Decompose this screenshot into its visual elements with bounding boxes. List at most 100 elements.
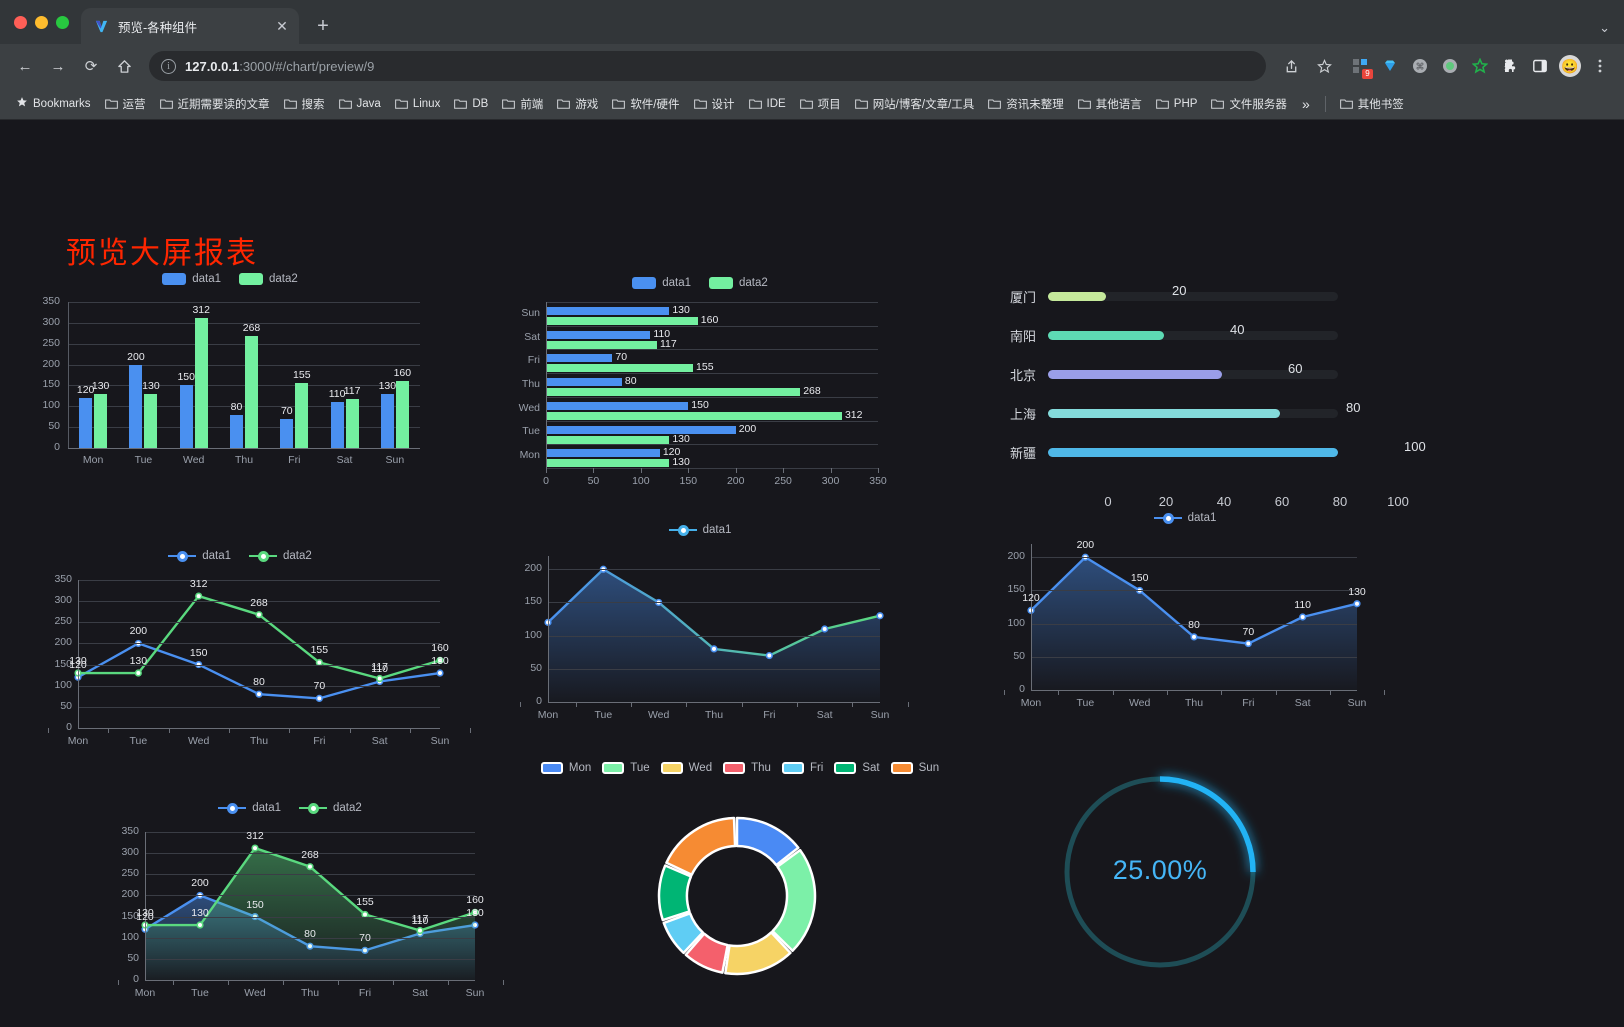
- bar-data2-Mon[interactable]: [94, 393, 108, 448]
- bar-data1-Fri[interactable]: [280, 418, 294, 448]
- legend[interactable]: data1 data2: [30, 544, 450, 568]
- pie-slice-Sun[interactable]: [665, 816, 737, 876]
- bookmark-folder[interactable]: 文件服务器: [1205, 93, 1293, 115]
- bookmark-folder[interactable]: 网站/博客/文章/工具: [849, 93, 981, 115]
- bar-data1-Mon[interactable]: [546, 449, 660, 458]
- bar-data1-Fri[interactable]: [546, 354, 613, 363]
- bar-data1-Tue[interactable]: [129, 364, 143, 448]
- data-point[interactable]: [315, 694, 323, 702]
- bookmark-folder[interactable]: Linux: [389, 95, 447, 113]
- share-icon[interactable]: [1276, 51, 1306, 81]
- data-point[interactable]: [1190, 633, 1198, 641]
- bar-data1-Sat[interactable]: [546, 330, 651, 339]
- minimize-window-button[interactable]: [35, 15, 48, 29]
- data-point[interactable]: [821, 625, 829, 633]
- legend-item-data1[interactable]: data1: [218, 802, 281, 814]
- bar-data2-Tue[interactable]: [144, 393, 158, 448]
- pie-slice-Tue[interactable]: [771, 848, 817, 953]
- legend-item-Thu[interactable]: Thu: [723, 762, 771, 774]
- bar-data1-Wed[interactable]: [546, 401, 689, 410]
- chrome-menu-icon[interactable]: [1586, 52, 1614, 80]
- pie-slice-Sat[interactable]: [657, 864, 693, 922]
- bar-data2-Tue[interactable]: [546, 435, 670, 444]
- bookmark-folder[interactable]: 项目: [794, 93, 847, 115]
- site-info-icon[interactable]: i: [161, 58, 176, 74]
- profile-avatar[interactable]: 😀: [1556, 52, 1584, 80]
- progress-row-南阳[interactable]: 南阳: [990, 326, 1338, 345]
- bookmark-folder[interactable]: PHP: [1150, 95, 1204, 113]
- data-point[interactable]: [134, 669, 142, 677]
- close-window-button[interactable]: [14, 15, 27, 29]
- legend-item-Sat[interactable]: Sat: [834, 762, 880, 774]
- legend-item-Sun[interactable]: Sun: [890, 762, 939, 774]
- legend[interactable]: data1: [500, 518, 900, 542]
- legend-item-Mon[interactable]: Mon: [540, 762, 591, 774]
- extensions-grid-icon[interactable]: 9: [1346, 52, 1374, 80]
- bar-data2-Fri[interactable]: [295, 383, 309, 448]
- bookmark-folder[interactable]: IDE: [743, 95, 792, 113]
- legend-item-Tue[interactable]: Tue: [602, 762, 650, 774]
- bookmark-folder[interactable]: 其他语言: [1072, 93, 1148, 115]
- tab-list-chevron-icon[interactable]: ⌄: [1599, 20, 1610, 35]
- pie-slice-Fri[interactable]: [662, 912, 705, 955]
- bar-data1-Sun[interactable]: [546, 307, 670, 315]
- legend-item-data1[interactable]: data1: [162, 273, 221, 285]
- bar-data1-Wed[interactable]: [179, 385, 193, 448]
- legend-item-data2[interactable]: data2: [239, 273, 298, 285]
- bar-data2-Sun[interactable]: [395, 381, 409, 448]
- bookmark-folder[interactable]: DB: [448, 95, 494, 113]
- bar-data1-Sun[interactable]: [380, 393, 394, 448]
- bar-data2-Wed[interactable]: [194, 317, 208, 448]
- bookmark-folder[interactable]: 运营: [99, 93, 152, 115]
- bar-data1-Thu[interactable]: [230, 414, 243, 448]
- data-point[interactable]: [1353, 600, 1361, 608]
- data-point[interactable]: [471, 908, 479, 916]
- bookmark-manager-entry[interactable]: Bookmarks: [10, 93, 97, 114]
- legend-item-Wed[interactable]: Wed: [660, 762, 712, 774]
- bar-data2-Sat[interactable]: [345, 399, 359, 448]
- puzzle-icon[interactable]: [1496, 52, 1524, 80]
- legend-item-data1[interactable]: data1: [632, 277, 691, 289]
- home-icon[interactable]: [109, 51, 139, 81]
- legend-item-data2[interactable]: data2: [299, 802, 362, 814]
- bar-data2-Sun[interactable]: [546, 317, 698, 325]
- side-panel-icon[interactable]: [1526, 52, 1554, 80]
- bookmark-folder[interactable]: Java: [333, 95, 387, 113]
- bookmark-folder[interactable]: 前端: [496, 93, 549, 115]
- green-circle-icon[interactable]: [1436, 52, 1464, 80]
- pie-slice-Thu[interactable]: [684, 932, 729, 974]
- legend-item-data1[interactable]: data1: [668, 524, 731, 536]
- bar-data1-Mon[interactable]: [79, 397, 93, 448]
- forward-icon[interactable]: →: [50, 57, 66, 75]
- bookmark-folder[interactable]: 游戏: [551, 93, 604, 115]
- data-point[interactable]: [255, 690, 263, 698]
- address-bar[interactable]: i 127.0.0.1:3000/#/chart/preview/9: [149, 51, 1266, 81]
- data-point[interactable]: [251, 844, 259, 852]
- legend[interactable]: Mon Tue Wed Thu Fri Sat Sun: [540, 758, 940, 778]
- pie-slice-Wed[interactable]: [724, 931, 792, 976]
- data-point[interactable]: [436, 656, 444, 664]
- legend-item-data2[interactable]: data2: [249, 550, 312, 562]
- other-bookmarks-folder[interactable]: 其他书签: [1334, 93, 1410, 115]
- legend-item-data2[interactable]: data2: [709, 277, 768, 289]
- bar-data2-Fri[interactable]: [546, 364, 694, 373]
- data-point[interactable]: [436, 669, 444, 677]
- data-point[interactable]: [1299, 613, 1307, 621]
- data-point[interactable]: [195, 592, 203, 600]
- data-point[interactable]: [255, 611, 263, 619]
- bookmark-folder[interactable]: 软件/硬件: [606, 93, 685, 115]
- progress-row-新疆[interactable]: 新疆: [990, 443, 1338, 462]
- data-point[interactable]: [1244, 639, 1252, 648]
- new-tab-button[interactable]: +: [317, 14, 329, 37]
- bookmark-folder[interactable]: 资讯未整理: [982, 93, 1070, 115]
- data-point[interactable]: [876, 612, 884, 620]
- bar-data2-Mon[interactable]: [546, 459, 670, 468]
- back-icon[interactable]: ←: [17, 57, 33, 75]
- bar-data2-Thu[interactable]: [245, 336, 258, 448]
- data-point[interactable]: [196, 921, 204, 929]
- legend[interactable]: data1 data2: [20, 268, 440, 290]
- legend-item-data1[interactable]: data1: [168, 550, 231, 562]
- bookmark-folder[interactable]: 搜索: [278, 93, 331, 115]
- reload-icon[interactable]: ⟳: [84, 58, 98, 75]
- bar-data2-Thu[interactable]: [546, 388, 801, 397]
